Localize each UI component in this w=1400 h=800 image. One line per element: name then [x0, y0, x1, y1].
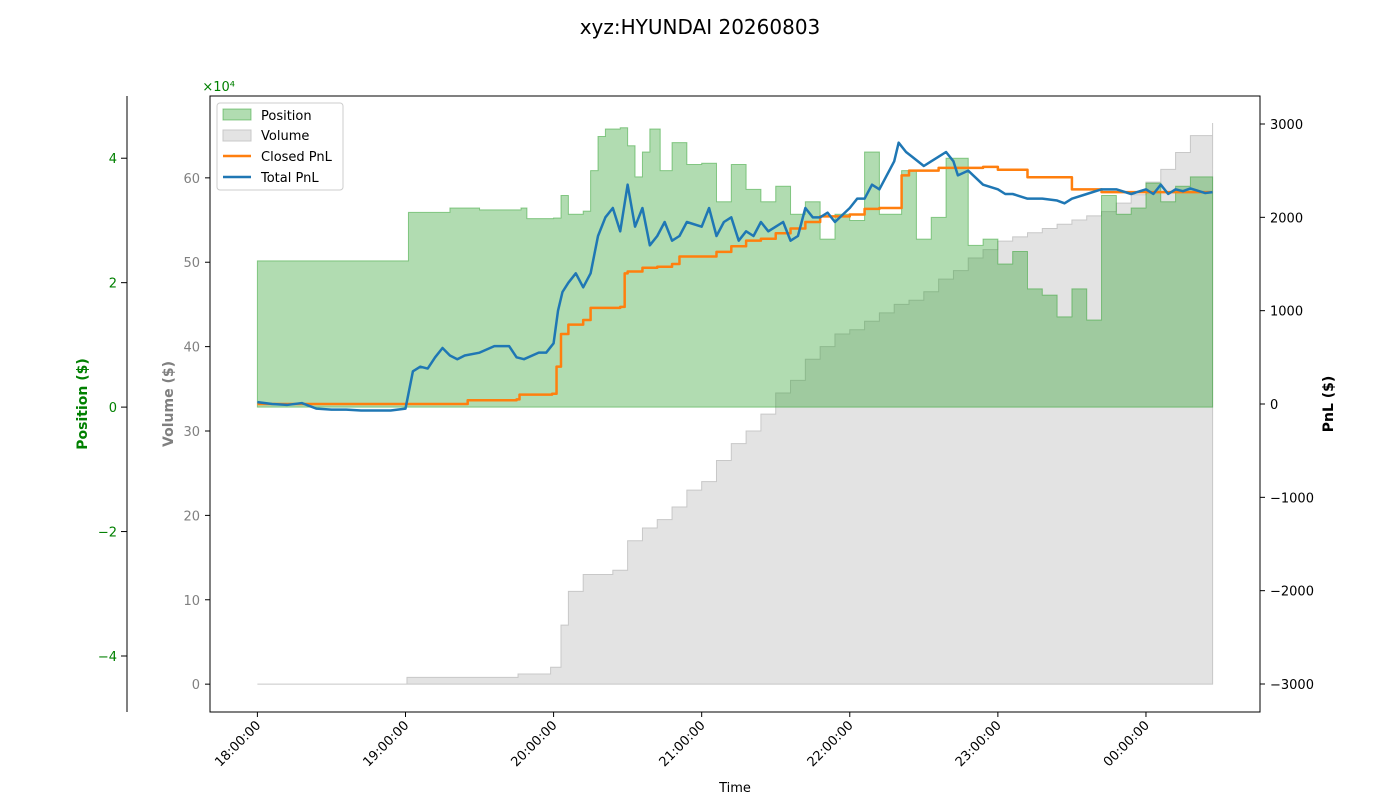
pnl-tick-label: 2000 — [1270, 211, 1303, 226]
x-axis-label: Time — [718, 781, 751, 796]
x-axis: 18:00:00 19:00:00 20:00:00 21:00:00 22:00:00… — [212, 712, 1153, 770]
legend: Position Volume Closed PnL Total PnL — [216, 102, 344, 191]
legend-label-closed-pnl: Closed PnL — [261, 150, 333, 165]
x-tick-label: 18:00:00 — [212, 718, 264, 770]
position-axis-label: Position ($) — [75, 358, 91, 450]
position-tick-label: 0 — [109, 401, 117, 416]
legend-box — [216, 102, 344, 191]
position-tick-label: −2 — [98, 526, 117, 541]
volume-tick-label: 20 — [183, 509, 200, 524]
position-tick-label: 4 — [109, 152, 117, 167]
x-tick-label: 20:00:00 — [509, 718, 561, 770]
position-axis-multiplier: ×10⁴ — [202, 80, 235, 95]
pnl-axis-label: PnL ($) — [1321, 376, 1337, 433]
volume-tick-label: 30 — [183, 425, 200, 440]
x-tick-label: 00:00:00 — [1101, 718, 1153, 770]
volume-axis: 0 10 20 30 40 50 60 — [183, 172, 210, 693]
position-tick-label: 2 — [109, 277, 117, 292]
pnl-tick-label: −3000 — [1270, 678, 1314, 693]
pnl-tick-label: 1000 — [1270, 305, 1303, 320]
area-layer — [256, 123, 1214, 685]
volume-tick-label: 10 — [183, 594, 200, 609]
pnl-axis: −3000 −2000 −1000 0 1000 2000 3000 — [1260, 118, 1314, 693]
pnl-tick-label: 3000 — [1270, 118, 1303, 133]
chart-title: xyz:HYUNDAI 20260803 — [580, 15, 821, 39]
total-pnl-line — [257, 141, 1213, 412]
position-axis: −4 −2 0 2 4 — [98, 152, 127, 665]
x-tick-label: 23:00:00 — [953, 718, 1005, 770]
legend-label-position: Position — [261, 109, 312, 124]
x-tick-label: 22:00:00 — [805, 718, 857, 770]
pnl-tick-label: 0 — [1270, 398, 1278, 413]
pnl-tick-label: −1000 — [1270, 491, 1314, 506]
x-tick-label: 21:00:00 — [657, 718, 709, 770]
legend-label-total-pnl: Total PnL — [260, 171, 319, 186]
volume-axis-label: Volume ($) — [161, 361, 177, 447]
volume-tick-label: 0 — [192, 678, 200, 693]
volume-tick-label: 50 — [183, 256, 200, 271]
volume-tick-label: 60 — [183, 172, 200, 187]
legend-label-volume: Volume — [261, 129, 309, 144]
legend-swatch-volume — [222, 129, 252, 142]
line-layer — [257, 141, 1213, 412]
position-area — [256, 127, 1214, 408]
pnl-tick-label: −2000 — [1270, 585, 1314, 600]
legend-swatch-position — [222, 108, 252, 121]
volume-tick-label: 40 — [183, 341, 200, 356]
x-tick-label: 19:00:00 — [360, 718, 412, 770]
position-tick-label: −4 — [98, 650, 117, 665]
closed-pnl-line — [257, 165, 1213, 406]
